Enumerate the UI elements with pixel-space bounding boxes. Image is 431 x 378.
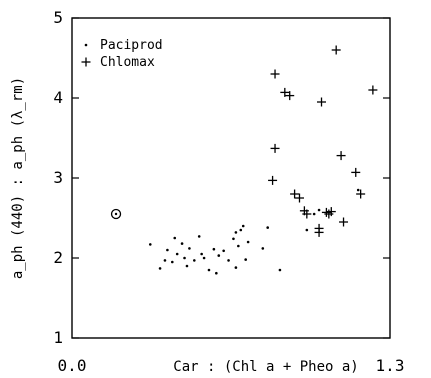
y-tick-label: 2 (53, 248, 63, 267)
paciprod-point (180, 242, 184, 245)
paciprod-point (227, 259, 230, 262)
paciprod-point (183, 256, 186, 260)
paciprod-point (234, 231, 238, 234)
y-tick-label: 1 (53, 328, 63, 347)
paciprod-point (246, 240, 250, 244)
paciprod-point (278, 268, 282, 272)
paciprod-point (163, 259, 167, 262)
paciprod-point (234, 266, 238, 269)
paciprod-point (312, 212, 316, 216)
chlomax-point (290, 189, 300, 199)
paciprod-point (241, 224, 245, 228)
x-axis-label: Car : (Chl a + Pheo a) (173, 359, 358, 375)
legend-marker (81, 57, 91, 67)
y-axis-ticks: 1 2 3 4 5 (53, 8, 390, 347)
y-tick-label: 5 (53, 8, 63, 27)
chlomax-point (294, 193, 304, 203)
chlomax-point (280, 87, 290, 97)
x-tick-label: 1.3 (376, 356, 405, 375)
paciprod-point (193, 259, 196, 262)
x-tick-label: 0.0 (58, 356, 87, 375)
chlomax-point (324, 209, 334, 219)
paciprod-point (222, 249, 225, 253)
legend-label: Chlomax (100, 55, 155, 70)
chlomax-point (356, 189, 366, 199)
paciprod-point (200, 252, 203, 256)
y-tick-label: 4 (53, 88, 63, 107)
paciprod-point (237, 244, 240, 248)
chlomax-point (270, 69, 280, 79)
chlomax-point (321, 207, 331, 217)
paciprod-point (166, 248, 169, 252)
chlomax-point (331, 45, 341, 55)
paciprod-point (202, 256, 206, 260)
chlomax-point (270, 143, 280, 153)
reference-point (110, 208, 122, 220)
legend-marker (84, 43, 88, 47)
paciprod-point (266, 226, 269, 229)
chlomax-point (314, 227, 324, 237)
data-points (110, 45, 378, 275)
paciprod-point (317, 208, 321, 212)
paciprod-point (239, 228, 243, 232)
chlomax-point (326, 207, 336, 217)
paciprod-point (148, 243, 152, 246)
chlomax-point (368, 85, 378, 95)
x-axis-ticks: 0.0 1.3 (58, 356, 405, 375)
paciprod-point (215, 271, 218, 275)
chlomax-point (268, 175, 278, 185)
paciprod-point (175, 252, 179, 256)
paciprod-point (197, 235, 201, 238)
chlomax-point (336, 151, 346, 161)
paciprod-point (158, 267, 162, 270)
legend-label: Paciprod (100, 38, 163, 53)
chlomax-point (339, 217, 349, 227)
paciprod-point (305, 228, 309, 232)
paciprod-point (212, 247, 216, 251)
chlomax-point (317, 97, 327, 107)
chlomax-point (351, 167, 361, 177)
y-tick-label: 3 (53, 168, 63, 187)
paciprod-point (185, 264, 189, 268)
paciprod-point (232, 237, 235, 241)
paciprod-point (173, 236, 177, 240)
paciprod-point (217, 254, 221, 257)
paciprod-point (188, 247, 191, 250)
paciprod-point (170, 260, 174, 264)
paciprod-point (261, 247, 265, 250)
chlomax-point (302, 209, 312, 219)
chlomax-point (285, 91, 295, 101)
legend: Paciprod Chlomax (81, 38, 163, 70)
paciprod-point (356, 188, 360, 192)
y-axis-label: a_ph (440) : a_ph (λ_rm) (10, 77, 26, 279)
paciprod-point (207, 268, 211, 272)
paciprod-point (244, 258, 247, 261)
